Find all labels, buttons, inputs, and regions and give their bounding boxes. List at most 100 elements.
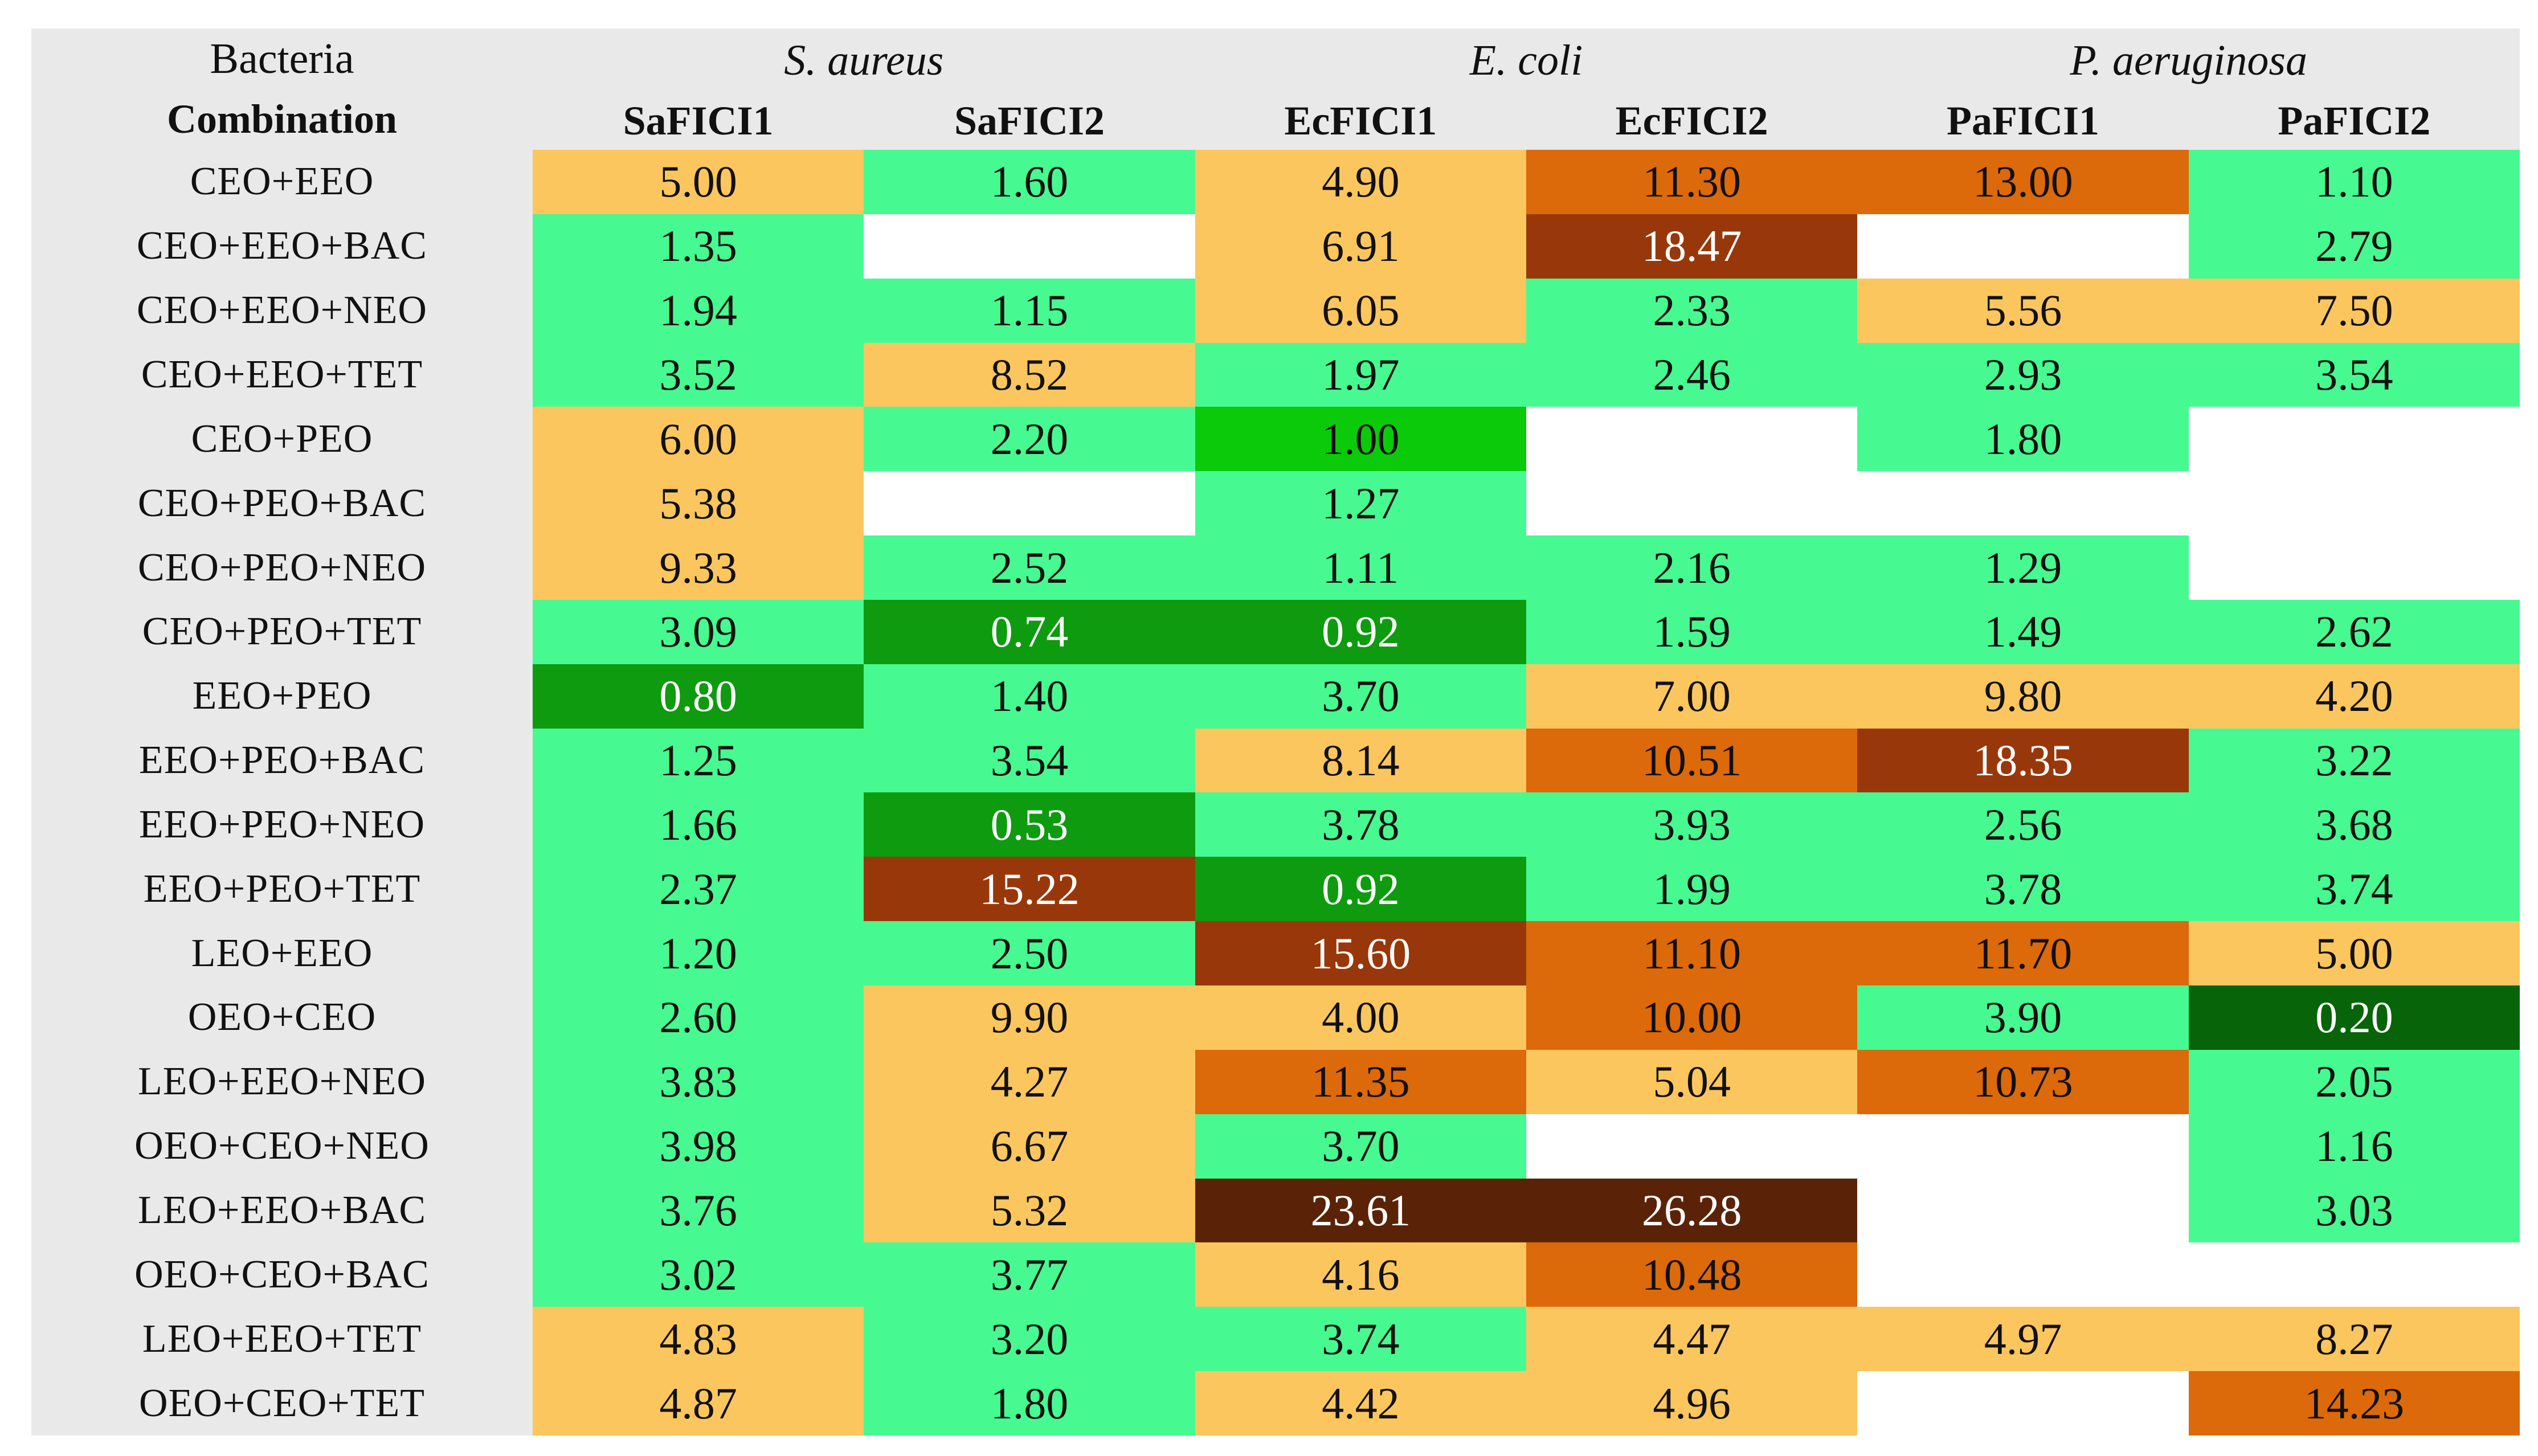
row-label: CEO+EEO+NEO — [31, 278, 533, 343]
empty-cell — [2188, 471, 2520, 536]
value-cell: 10.51 — [1526, 728, 1858, 793]
empty-cell — [1857, 214, 2189, 279]
col-header-safici1: SaFICI1 — [533, 92, 864, 150]
row-label: CEO+EEO+TET — [31, 342, 533, 407]
species-header-e-coli: E. coli — [1195, 28, 1858, 92]
value-cell: 7.00 — [1526, 664, 1858, 729]
row-label: CEO+PEO — [31, 407, 533, 472]
value-cell: 10.48 — [1526, 1242, 1858, 1307]
value-cell: 5.38 — [533, 471, 864, 536]
value-cell: 10.73 — [1857, 1049, 2189, 1114]
empty-cell — [1526, 471, 1858, 536]
value-cell: 1.29 — [1857, 535, 2189, 600]
value-cell: 2.56 — [1857, 792, 2189, 857]
value-cell: 2.50 — [864, 921, 1195, 986]
value-cell: 8.52 — [864, 342, 1195, 407]
value-cell: 2.93 — [1857, 342, 2189, 407]
value-cell: 3.54 — [2188, 342, 2520, 407]
corner-header: Bacteria Combination — [31, 28, 533, 150]
value-cell: 0.20 — [2188, 985, 2520, 1050]
value-cell: 5.32 — [864, 1178, 1195, 1243]
value-cell: 2.52 — [864, 535, 1195, 600]
row-label: CEO+EEO+BAC — [31, 214, 533, 279]
value-cell: 1.27 — [1195, 471, 1526, 536]
value-cell: 4.97 — [1857, 1307, 2189, 1372]
value-cell: 0.92 — [1195, 599, 1526, 664]
value-cell: 4.16 — [1195, 1242, 1526, 1307]
value-cell: 11.30 — [1526, 150, 1858, 214]
value-cell: 9.80 — [1857, 664, 2189, 729]
empty-cell — [864, 214, 1195, 279]
value-cell: 3.93 — [1526, 792, 1858, 857]
value-cell: 2.05 — [2188, 1049, 2520, 1114]
value-cell: 3.98 — [533, 1114, 864, 1179]
value-cell: 1.60 — [864, 150, 1195, 214]
value-cell: 5.56 — [1857, 278, 2189, 343]
value-cell: 3.74 — [1195, 1307, 1526, 1372]
value-cell: 15.60 — [1195, 921, 1526, 986]
value-cell: 1.40 — [864, 664, 1195, 729]
value-cell: 3.77 — [864, 1242, 1195, 1307]
value-cell: 1.80 — [864, 1371, 1195, 1435]
row-label: EEO+PEO+BAC — [31, 728, 533, 793]
row-label: LEO+EEO+BAC — [31, 1178, 533, 1243]
row-label: CEO+PEO+TET — [31, 599, 533, 664]
value-cell: 26.28 — [1526, 1178, 1858, 1243]
row-label: EEO+PEO+TET — [31, 857, 533, 922]
col-header-pafici2: PaFICI2 — [2188, 92, 2520, 150]
value-cell: 3.54 — [864, 728, 1195, 793]
value-cell: 1.15 — [864, 278, 1195, 343]
col-header-pafici1: PaFICI1 — [1857, 92, 2189, 150]
empty-cell — [1857, 1178, 2189, 1243]
corner-header-line1: Bacteria — [210, 34, 354, 83]
empty-cell — [1526, 1114, 1858, 1179]
row-label: CEO+PEO+BAC — [31, 471, 533, 536]
row-label: EEO+PEO — [31, 664, 533, 729]
value-cell: 1.20 — [533, 921, 864, 986]
value-cell: 0.74 — [864, 599, 1195, 664]
value-cell: 4.96 — [1526, 1371, 1858, 1435]
row-label: CEO+EEO — [31, 150, 533, 214]
value-cell: 6.67 — [864, 1114, 1195, 1179]
value-cell: 18.47 — [1526, 214, 1858, 279]
fici-heatmap-figure: Bacteria Combination S. aureus E. coli P… — [31, 28, 2520, 1435]
empty-cell — [2188, 1242, 2520, 1307]
row-label: LEO+EEO+NEO — [31, 1049, 533, 1114]
value-cell: 5.00 — [2188, 921, 2520, 986]
value-cell: 0.53 — [864, 792, 1195, 857]
value-cell: 18.35 — [1857, 728, 2189, 793]
value-cell: 2.46 — [1526, 342, 1858, 407]
empty-cell — [1526, 407, 1858, 472]
value-cell: 1.94 — [533, 278, 864, 343]
value-cell: 8.14 — [1195, 728, 1526, 793]
species-header-p-aeruginosa: P. aeruginosa — [1857, 28, 2520, 92]
value-cell: 2.79 — [2188, 214, 2520, 279]
value-cell: 6.00 — [533, 407, 864, 472]
corner-header-line2: Combination — [166, 96, 398, 142]
row-label: OEO+CEO+BAC — [31, 1242, 533, 1307]
value-cell: 1.11 — [1195, 535, 1526, 600]
row-label: LEO+EEO — [31, 921, 533, 986]
species-header-s-aureus: S. aureus — [533, 28, 1195, 92]
value-cell: 1.25 — [533, 728, 864, 793]
value-cell: 3.78 — [1857, 857, 2189, 922]
value-cell: 10.00 — [1526, 985, 1858, 1050]
value-cell: 1.97 — [1195, 342, 1526, 407]
row-label: LEO+EEO+TET — [31, 1307, 533, 1372]
value-cell: 9.33 — [533, 535, 864, 600]
empty-cell — [1857, 471, 2189, 536]
value-cell: 3.76 — [533, 1178, 864, 1243]
value-cell: 2.37 — [533, 857, 864, 922]
value-cell: 14.23 — [2188, 1371, 2520, 1435]
value-cell: 3.02 — [533, 1242, 864, 1307]
value-cell: 1.66 — [533, 792, 864, 857]
value-cell: 1.99 — [1526, 857, 1858, 922]
row-label: CEO+PEO+NEO — [31, 535, 533, 600]
value-cell: 3.90 — [1857, 985, 2189, 1050]
value-cell: 6.05 — [1195, 278, 1526, 343]
empty-cell — [1857, 1371, 2189, 1435]
value-cell: 2.60 — [533, 985, 864, 1050]
value-cell: 3.20 — [864, 1307, 1195, 1372]
value-cell: 4.83 — [533, 1307, 864, 1372]
value-cell: 9.90 — [864, 985, 1195, 1050]
